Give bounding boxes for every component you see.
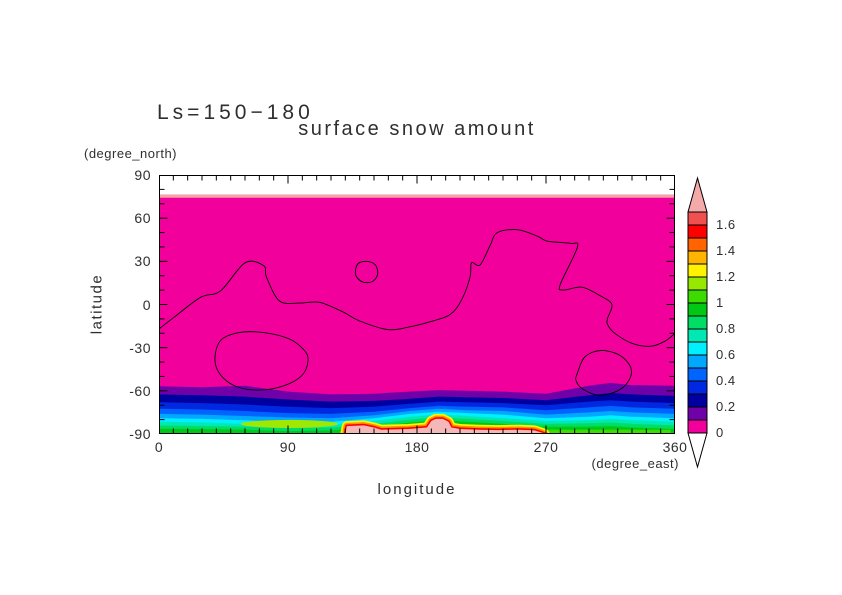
colorbar-segment [687, 263, 708, 278]
x-axis-label: longitude [377, 481, 457, 498]
colorbar-tick-label: 0.8 [716, 321, 736, 336]
colorbar-segment [687, 302, 708, 317]
colorbar-tick-label: 0.6 [716, 347, 736, 362]
x-tick-label: 360 [662, 439, 688, 455]
colorbar-tick-label: 1 [716, 295, 724, 310]
colorbar-segment [687, 224, 708, 239]
x-tick-label: 270 [533, 439, 559, 455]
overlay-contour-small-loop [354, 260, 379, 284]
colorbar-tick-label: 0.2 [716, 399, 736, 414]
colorbar-segment [687, 341, 708, 356]
no-data-edge-line [159, 194, 675, 198]
colorbar [687, 176, 708, 469]
polar-cap [345, 418, 545, 434]
map-plot [159, 175, 675, 434]
colorbar-tick-label: 0 [716, 425, 724, 440]
bright-green-strip [534, 429, 671, 434]
y-axis-label: latitude [88, 273, 106, 335]
colorbar-segment [687, 406, 708, 421]
colorbar-segment [687, 211, 708, 226]
overlay-contour-main [159, 229, 675, 347]
colorbar-tick-label: 0.4 [716, 373, 736, 388]
colorbar-segment [687, 328, 708, 343]
overlay-contour-southwest [214, 331, 309, 391]
colorbar-segment [687, 289, 708, 304]
colorbar-segment [687, 380, 708, 395]
x-tick-label: 90 [279, 439, 297, 455]
x-tick-label: 0 [154, 439, 164, 455]
map-layers [159, 175, 675, 434]
colorbar-segment [687, 237, 708, 252]
y-tick-label: 60 [134, 210, 151, 227]
y-axis-unit: (degree_north) [84, 146, 177, 161]
plot-title: surface snow amount [298, 118, 536, 140]
chartreuse-patch [240, 419, 339, 428]
colorbar-segment [687, 354, 708, 369]
y-tick-label: 90 [134, 167, 151, 183]
y-tick-label: 30 [134, 253, 151, 270]
colorbar-segment [687, 276, 708, 291]
colorbar-segment [687, 315, 708, 330]
x-tick-label: 180 [404, 439, 430, 455]
colorbar-segment [687, 250, 708, 265]
colorbar-segment [687, 419, 708, 434]
x-axis-unit: (degree_east) [591, 456, 679, 471]
colorbar-tick-label: 1.4 [716, 243, 736, 258]
colorbar-segment [687, 393, 708, 408]
y-tick-label: -60 [129, 382, 151, 399]
colorbar-segment [687, 367, 708, 382]
subtitle-ls-range: Ls=150−180 [157, 101, 314, 124]
overlay-contour-southeast [575, 350, 632, 396]
colorbar-overflow-arrow [687, 176, 708, 213]
colorbar-tick-label: 1.6 [716, 217, 736, 232]
colorbar-underflow-arrow [687, 432, 708, 469]
y-tick-label: -90 [129, 426, 151, 442]
y-tick-label: -30 [129, 339, 151, 356]
y-tick-label: 0 [142, 296, 151, 313]
colorbar-tick-label: 1.2 [716, 269, 736, 284]
